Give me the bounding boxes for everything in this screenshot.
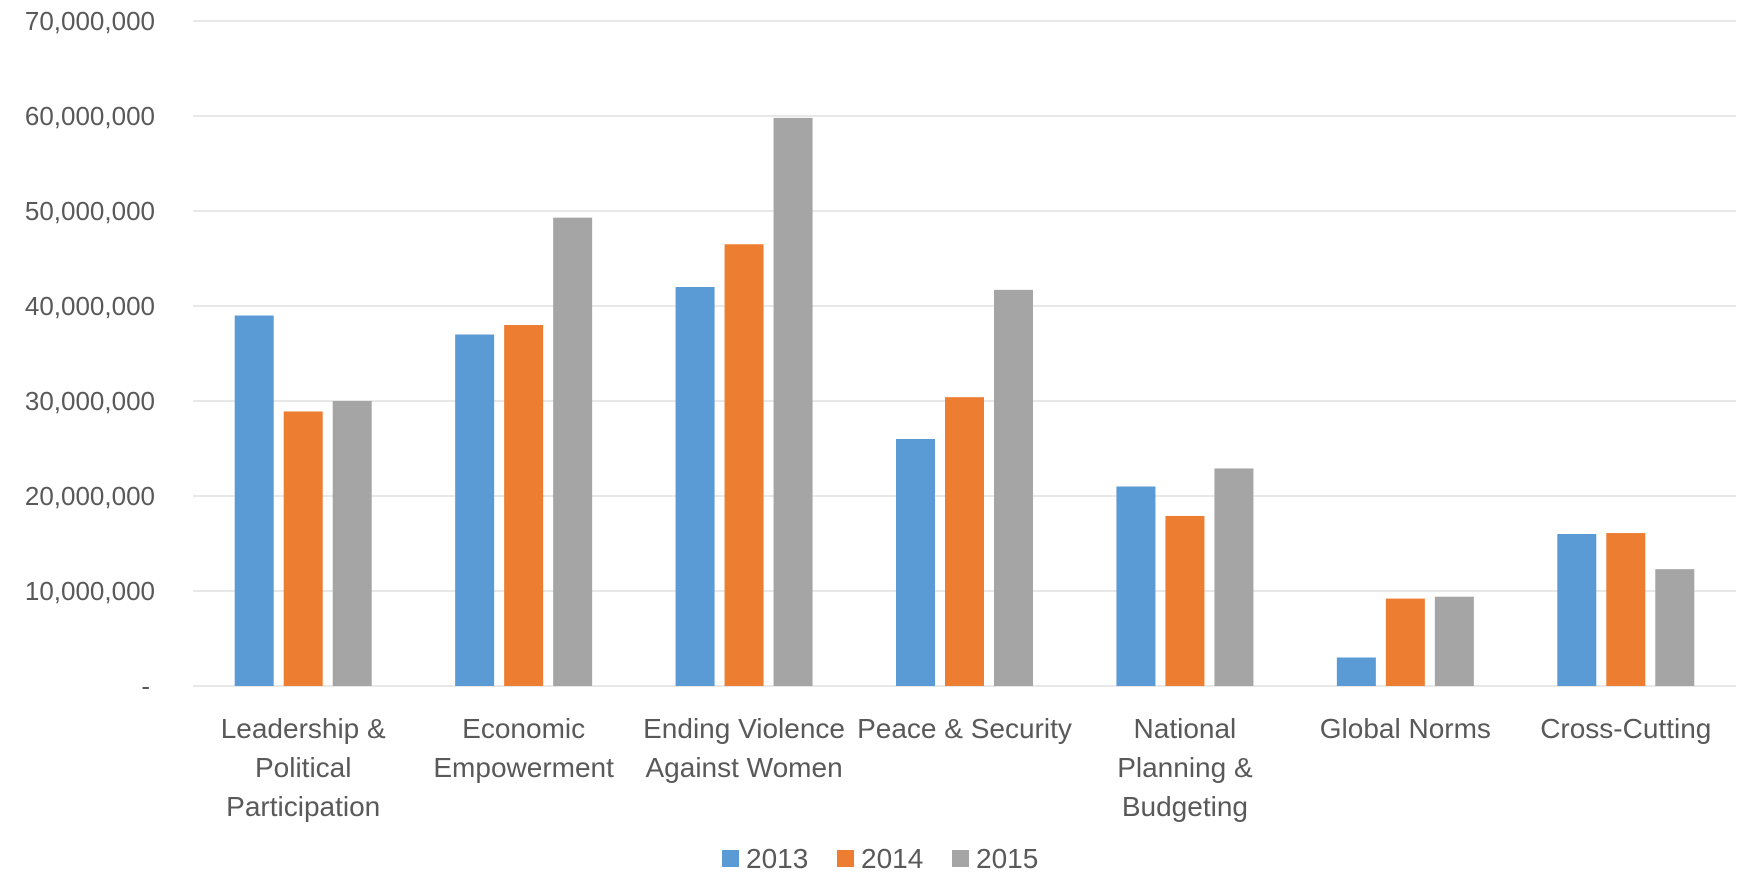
y-tick-label: 10,000,000 <box>25 576 155 606</box>
x-category-label-line: Participation <box>226 791 380 822</box>
x-category-label-line: Ending Violence <box>643 713 845 744</box>
bar-2014-0 <box>283 411 323 686</box>
bar-2013-5 <box>1336 657 1376 686</box>
legend-label-2014: 2014 <box>861 843 923 874</box>
legend-label-2015: 2015 <box>976 843 1038 874</box>
bar-2015-2 <box>773 117 813 686</box>
x-category-label-line: National <box>1134 713 1237 744</box>
bar-2015-4 <box>1214 468 1254 686</box>
bar-2014-1 <box>504 325 544 686</box>
y-tick-label: 20,000,000 <box>25 481 155 511</box>
x-category-label-line: Cross-Cutting <box>1540 713 1711 744</box>
x-category-label-line: Peace & Security <box>857 713 1072 744</box>
x-category-label: Ending Violence Against Women <box>643 713 845 783</box>
x-category-label-line: Planning & <box>1117 752 1253 783</box>
bar-2015-1 <box>553 217 593 686</box>
x-category-label: Economic Empowerment <box>433 713 614 783</box>
bar-2014-6 <box>1606 533 1646 686</box>
bar-2014-5 <box>1385 598 1425 686</box>
bars <box>234 117 1695 686</box>
x-category-label-line: Leadership & <box>221 713 386 744</box>
x-category-label: Peace & Security <box>857 713 1072 744</box>
bar-2015-3 <box>994 289 1033 686</box>
legend-swatch-2013 <box>722 850 739 867</box>
bar-2013-1 <box>455 334 495 686</box>
y-axis-tick-labels: - 10,000,000 20,000,000 30,000,000 40,000,00… <box>25 6 155 701</box>
y-tick-label: - <box>141 671 150 701</box>
bar-2013-0 <box>234 315 274 686</box>
bar-2013-2 <box>675 287 715 686</box>
y-tick-label: 30,000,000 <box>25 386 155 416</box>
bar-2014-2 <box>724 244 764 686</box>
x-category-label-line: Budgeting <box>1122 791 1248 822</box>
legend-label-2013: 2013 <box>746 843 808 874</box>
bar-2015-0 <box>332 401 372 686</box>
x-category-label-line: Global Norms <box>1320 713 1491 744</box>
x-category-label: Cross-Cutting <box>1540 713 1711 744</box>
bar-2013-3 <box>896 439 935 686</box>
bar-2015-5 <box>1434 596 1474 686</box>
bar-2015-6 <box>1655 569 1695 686</box>
legend: 2013 2014 2015 <box>722 843 1038 874</box>
x-category-label-line: Political <box>255 752 351 783</box>
x-axis-category-labels: Leadership & Political Participation Econom… <box>221 713 1712 822</box>
y-tick-label: 60,000,000 <box>25 101 155 131</box>
bar-2013-6 <box>1557 534 1597 686</box>
x-category-label-line: Against Women <box>646 752 843 783</box>
bar-2013-4 <box>1116 486 1156 686</box>
y-tick-label: 50,000,000 <box>25 196 155 226</box>
x-category-label: Global Norms <box>1320 713 1491 744</box>
y-tick-label: 70,000,000 <box>25 6 155 36</box>
y-tick-label: 40,000,000 <box>25 291 155 321</box>
x-category-label-line: Empowerment <box>433 752 614 783</box>
legend-swatch-2014 <box>837 850 854 867</box>
x-category-label: Leadership & Political Participation <box>221 713 386 822</box>
bar-2014-3 <box>945 397 984 686</box>
x-category-label: National Planning & Budgeting <box>1117 713 1253 822</box>
bar-2014-4 <box>1165 515 1205 686</box>
legend-swatch-2015 <box>952 850 969 867</box>
x-category-label-line: Economic <box>462 713 585 744</box>
